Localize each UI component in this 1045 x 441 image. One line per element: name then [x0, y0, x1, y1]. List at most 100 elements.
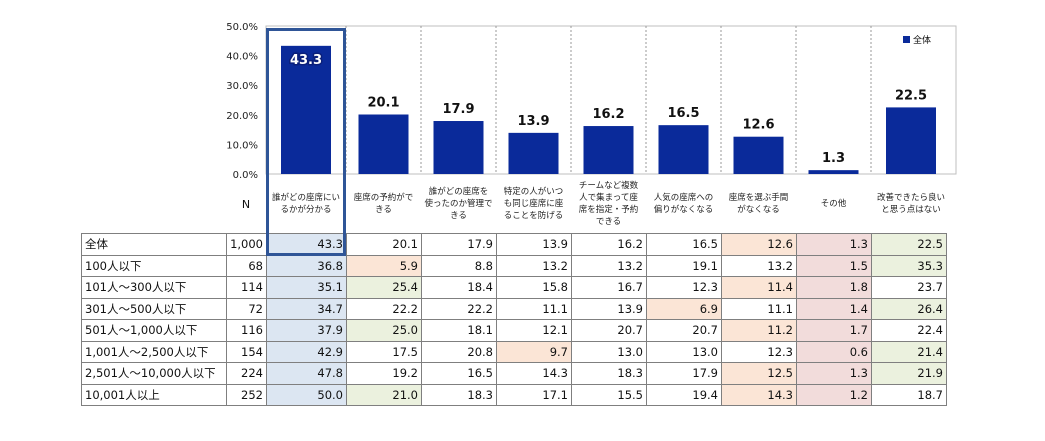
- table-cell: 11.1: [721, 297, 797, 320]
- bars: [281, 45, 936, 174]
- bar: [583, 126, 634, 174]
- table-cell: 25.0: [346, 319, 422, 342]
- row-n: 116: [226, 319, 267, 342]
- category-label: 特定の人がいつ も同じ座席に座 ることを防げる: [496, 175, 571, 233]
- table-cell: 12.3: [646, 276, 722, 299]
- y-tick-label: 50.0%: [226, 22, 258, 33]
- category-label-line: 座席を選ぶ手間: [728, 193, 789, 203]
- bar: [808, 170, 859, 174]
- table-cell: 50.0: [266, 383, 347, 406]
- table-cell: 13.9: [496, 233, 572, 256]
- y-axis: 0.0% 10.0% 20.0% 30.0% 40.0% 50.0%: [226, 22, 258, 181]
- table-row: 全体 1,000 43.3 20.1 17.9 13.9 16.2 16.5 12.6 1.3 22…: [81, 233, 947, 256]
- category-label-line: 誰がどの座席にい: [271, 193, 340, 203]
- row-n: 224: [226, 362, 267, 385]
- table-cell: 18.7: [871, 383, 947, 406]
- category-label-line: きる: [375, 205, 392, 215]
- table-cell: 13.9: [571, 297, 647, 320]
- table-cell: 18.3: [421, 383, 497, 406]
- table-cell: 42.9: [266, 340, 347, 363]
- bar: [433, 121, 484, 174]
- row-n: 252: [226, 383, 267, 406]
- category-label-line: 改善できたら良い: [876, 193, 945, 203]
- table-row: 10,001人以上 252 50.0 21.0 18.3 17.1 15.5 19.4 14.3…: [81, 383, 947, 406]
- table-cell: 12.3: [721, 340, 797, 363]
- table-cell: 18.1: [421, 319, 497, 342]
- table-cell: 14.3: [496, 362, 572, 385]
- table-cell: 12.6: [721, 233, 797, 256]
- table-cell: 1.5: [796, 254, 872, 277]
- category-label: その他: [796, 175, 871, 233]
- table-cell: 11.1: [496, 297, 572, 320]
- category-label-line: と思う点はない: [881, 205, 941, 215]
- n-column-header: N: [241, 197, 251, 211]
- data-label: 22.5: [895, 88, 927, 103]
- data-label: 13.9: [517, 114, 549, 129]
- table-cell: 1.8: [796, 276, 872, 299]
- table-cell: 20.1: [346, 233, 422, 256]
- table-cell: 9.7: [496, 340, 572, 363]
- data-label: 16.5: [667, 106, 699, 121]
- table-cell: 35.3: [871, 254, 947, 277]
- data-label: 16.2: [592, 107, 624, 122]
- table-cell: 20.7: [571, 319, 647, 342]
- y-tick-label: 30.0%: [226, 81, 258, 92]
- table-cell: 34.7: [266, 297, 347, 320]
- table-cell: 13.0: [571, 340, 647, 363]
- row-label: 100人以下: [81, 254, 227, 277]
- table-cell: 1.3: [796, 362, 872, 385]
- table-cell: 16.2: [571, 233, 647, 256]
- row-label: 101人～300人以下: [81, 276, 227, 299]
- bar: [508, 132, 559, 174]
- category-label: 誰がどの座席を 使ったのか管理で きる: [421, 175, 496, 233]
- table-cell: 19.4: [646, 383, 722, 406]
- table-cell: 16.5: [646, 233, 722, 256]
- data-labels: 43.3 20.1 17.9 13.9 16.2 16.5 12.6 1.3 22.5: [288, 51, 927, 166]
- category-label-line: 使ったのか管理で: [424, 199, 493, 209]
- category-label-line: 特定の人がいつ: [503, 187, 564, 197]
- y-tick-label: 20.0%: [226, 111, 258, 122]
- table-cell: 6.9: [646, 297, 722, 320]
- category-label-line: できる: [595, 217, 622, 227]
- table-cell: 13.2: [571, 254, 647, 277]
- data-label: 17.9: [442, 102, 474, 117]
- table-cell: 19.2: [346, 362, 422, 385]
- table-cell: 23.7: [871, 276, 947, 299]
- legend: 全体: [903, 34, 931, 46]
- table-cell: 43.3: [266, 233, 347, 256]
- legend-label: 全体: [913, 34, 931, 46]
- table-cell: 14.3: [721, 383, 797, 406]
- table-cell: 8.8: [421, 254, 497, 277]
- table-cell: 0.6: [796, 340, 872, 363]
- table-cell: 21.9: [871, 362, 947, 385]
- table-cell: 36.8: [266, 254, 347, 277]
- table-cell: 11.2: [721, 319, 797, 342]
- row-label: 1,001人～2,500人以下: [81, 340, 227, 363]
- bar: [358, 114, 409, 174]
- category-label-line: 誰がどの座席を: [428, 187, 489, 197]
- row-label: 301人～500人以下: [81, 297, 227, 320]
- table-cell: 12.1: [496, 319, 572, 342]
- table-cell: 15.8: [496, 276, 572, 299]
- category-label-line: も同じ座席に座: [503, 199, 564, 209]
- table-cell: 26.4: [871, 297, 947, 320]
- table-cell: 12.5: [721, 362, 797, 385]
- table-cell: 20.7: [646, 319, 722, 342]
- row-n: 114: [226, 276, 267, 299]
- table-cell: 22.2: [346, 297, 422, 320]
- y-tick-label: 40.0%: [226, 52, 258, 63]
- category-label: 改善できたら良い と思う点はない: [871, 175, 951, 233]
- table-cell: 5.9: [346, 254, 422, 277]
- table-cell: 22.4: [871, 319, 947, 342]
- category-label: 座席の予約がで きる: [346, 175, 421, 233]
- table-cell: 13.2: [721, 254, 797, 277]
- bar: [658, 125, 709, 174]
- category-label-line: きる: [450, 211, 467, 221]
- table-cell: 1.4: [796, 297, 872, 320]
- category-label-line: 偏りがなくなる: [653, 205, 714, 215]
- bar: [886, 107, 936, 174]
- category-label-line: その他: [820, 199, 847, 209]
- y-tick-label: 0.0%: [233, 170, 258, 181]
- table-cell: 22.5: [871, 233, 947, 256]
- row-n: 68: [226, 254, 267, 277]
